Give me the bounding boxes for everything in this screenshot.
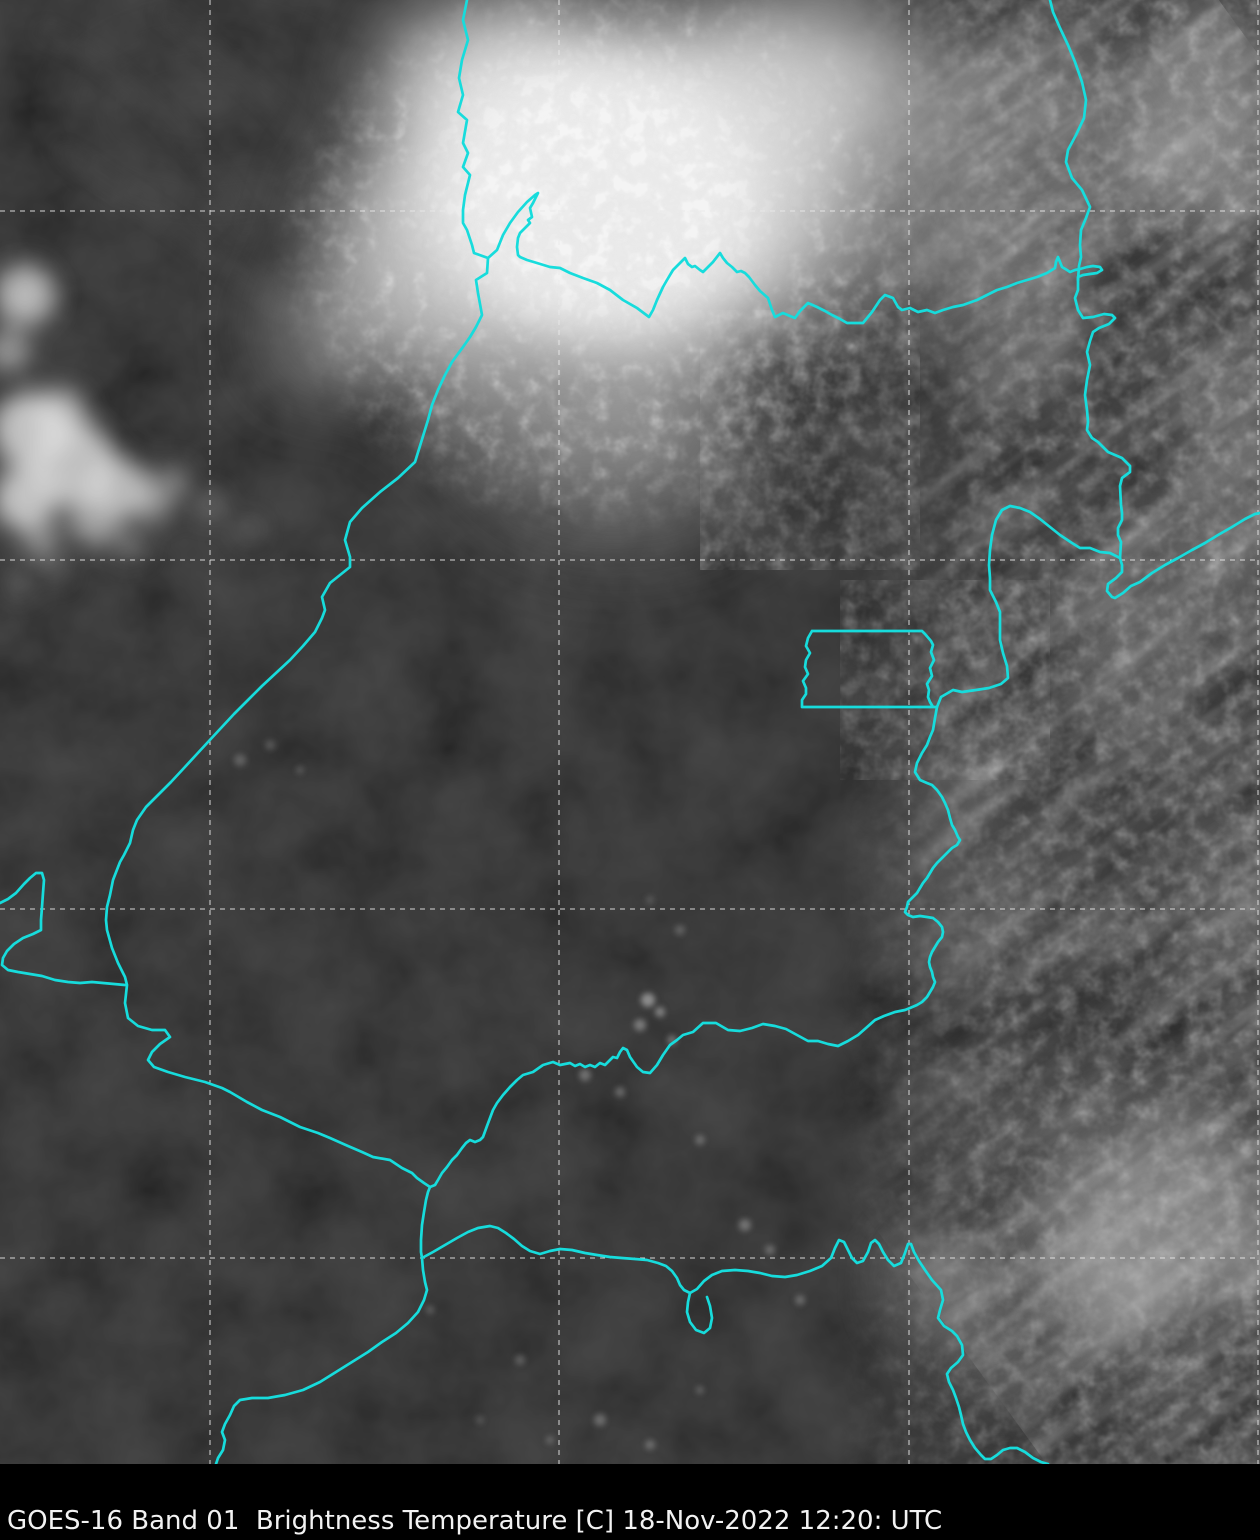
border-south [420,1224,1050,1464]
border-interior [428,504,1122,1189]
border-southwest-tail [214,1185,432,1464]
border-south-appendage [685,1291,714,1335]
border-state-box [800,629,939,709]
border-east [1048,0,1260,600]
grid-overlay [0,0,1260,1464]
left-cumulus [0,265,262,597]
border-vspike-east-line [486,191,1104,325]
border-left-loop [0,871,127,987]
image-caption: GOES-16 Band 01 Brightness Temperature [… [7,1506,943,1536]
bottom-right-cloud [885,1110,1260,1420]
main-cloud-mass [270,0,1216,580]
cloud-specks [234,740,805,1450]
caption-strip [0,1464,1260,1540]
border-river-west [104,0,490,1189]
state-borders [0,0,1260,1464]
